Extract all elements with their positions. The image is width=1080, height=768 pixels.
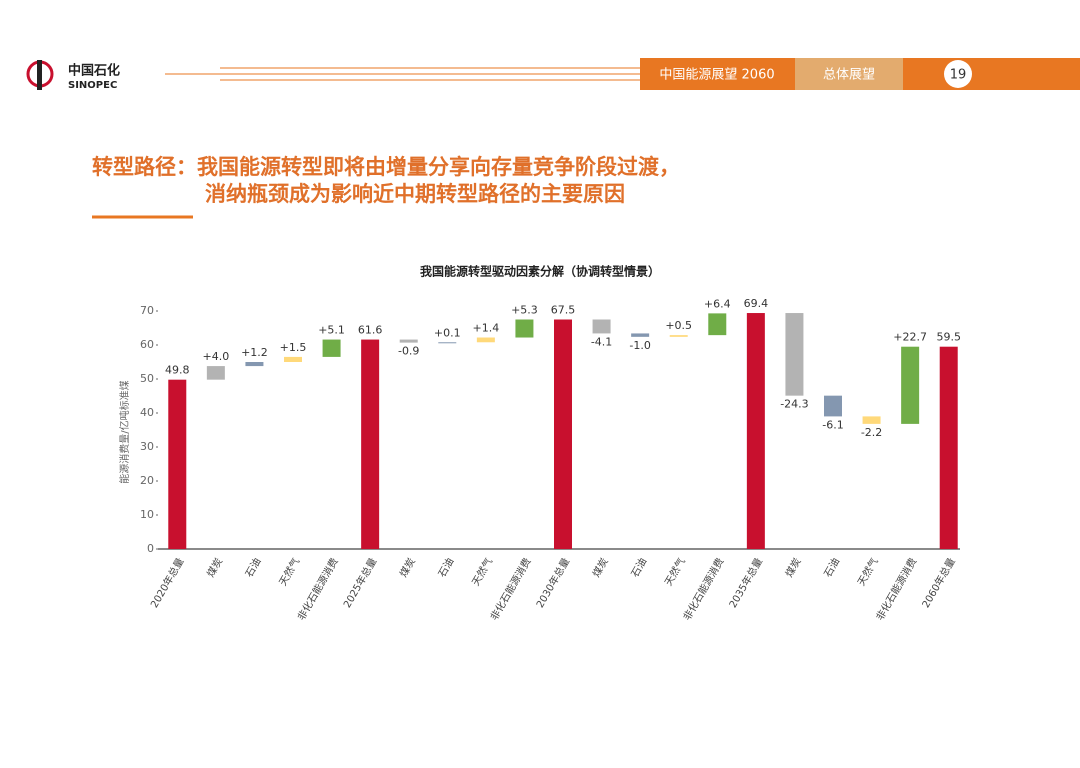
page-tab (903, 58, 1080, 90)
x-tick-label: 2060年总量 (919, 556, 958, 611)
x-tick-label: 2020年总量 (147, 556, 186, 611)
subsection-title: 总体展望 (823, 67, 875, 83)
value-label: 49.8 (165, 364, 190, 377)
bar (438, 342, 457, 344)
x-tick-label: 石油 (242, 556, 263, 580)
value-label: -1.0 (629, 339, 650, 352)
bar (245, 362, 264, 367)
bar (901, 346, 920, 424)
y-axis-label: 能源消费量/亿吨标准煤 (118, 380, 131, 483)
x-tick-label: 2030年总量 (533, 556, 572, 611)
bar (361, 339, 380, 549)
value-label: -4.1 (591, 335, 612, 348)
value-label: 67.5 (551, 304, 576, 317)
bar (708, 313, 727, 336)
value-label: +0.5 (665, 319, 692, 332)
section-tab (640, 58, 795, 90)
x-tick-label: 煤炭 (782, 556, 803, 580)
bar (322, 339, 341, 357)
bar (824, 395, 842, 417)
y-tick-label: 10 (140, 508, 154, 521)
logo-mark (37, 60, 42, 90)
bar (631, 333, 650, 337)
logo: 中国石化 SINOPEC (26, 60, 120, 91)
value-label: -24.3 (780, 398, 808, 411)
x-tick-label: 石油 (821, 556, 842, 580)
x-tick-label: 天然气 (276, 556, 302, 588)
x-tick-label: 煤炭 (204, 556, 225, 580)
value-label: 61.6 (358, 324, 383, 337)
page-number: 19 (950, 68, 967, 83)
value-label: +1.2 (241, 346, 268, 359)
value-label: +22.7 (893, 331, 927, 344)
logo-cn: 中国石化 (68, 63, 120, 79)
x-tick-label: 非化石能源消费 (295, 556, 341, 623)
value-label: -6.1 (822, 418, 843, 431)
x-tick-label: 石油 (435, 556, 456, 580)
y-tick-label: 20 (140, 474, 154, 487)
x-tick-label: 2025年总量 (340, 556, 379, 611)
x-tick-label: 煤炭 (590, 556, 611, 580)
page-badge (944, 60, 972, 88)
logo-en: SINOPEC (68, 80, 117, 91)
bar (939, 346, 958, 549)
bar (862, 416, 881, 424)
x-tick-label: 非化石能源消费 (680, 556, 726, 623)
bar (476, 337, 495, 343)
value-label: +1.4 (472, 322, 499, 335)
value-label: 69.4 (744, 297, 769, 310)
value-label: -0.9 (398, 345, 419, 358)
y-tick-label: 50 (140, 372, 154, 385)
value-label: 59.5 (936, 331, 961, 344)
value-label: +6.4 (704, 297, 731, 310)
value-label: +4.0 (202, 350, 229, 363)
bar (746, 313, 765, 549)
y-tick-label: 70 (140, 304, 154, 317)
section-title: 中国能源展望 2060 (659, 67, 774, 83)
bar (592, 319, 611, 334)
y-tick-label: 0 (147, 542, 154, 555)
chart-title: 我国能源转型驱动因素分解（协调转型情景） (420, 264, 660, 279)
value-label: +0.1 (434, 326, 461, 339)
subsection-tab (795, 58, 903, 90)
bar (399, 339, 418, 343)
x-tick-label: 天然气 (855, 556, 881, 588)
bar (515, 319, 534, 338)
bar (206, 366, 225, 380)
headline: 转型路径：我国能源转型即将由增量分享向存量竞争阶段过渡， (92, 155, 680, 179)
x-tick-label: 石油 (628, 556, 649, 580)
value-label: +5.3 (511, 304, 538, 317)
x-tick-label: 天然气 (662, 556, 688, 588)
bar (669, 335, 688, 337)
bar (284, 356, 302, 362)
x-tick-label: 煤炭 (397, 556, 418, 580)
value-label: -2.2 (861, 426, 882, 439)
value-label: +5.1 (318, 324, 345, 337)
bar (168, 379, 187, 549)
y-tick-label: 30 (140, 440, 154, 453)
y-tick-label: 60 (140, 338, 154, 351)
x-tick-label: 非化石能源消费 (487, 556, 533, 623)
y-tick-label: 40 (140, 406, 154, 419)
x-tick-label: 非化石能源消费 (873, 556, 919, 623)
x-tick-label: 天然气 (469, 556, 495, 588)
headline: 消纳瓶颈成为影响近中期转型路径的主要原因 (205, 182, 625, 206)
x-tick-label: 2035年总量 (726, 556, 765, 611)
bar (554, 319, 572, 549)
value-label: +1.5 (280, 341, 307, 354)
bar (785, 313, 804, 396)
